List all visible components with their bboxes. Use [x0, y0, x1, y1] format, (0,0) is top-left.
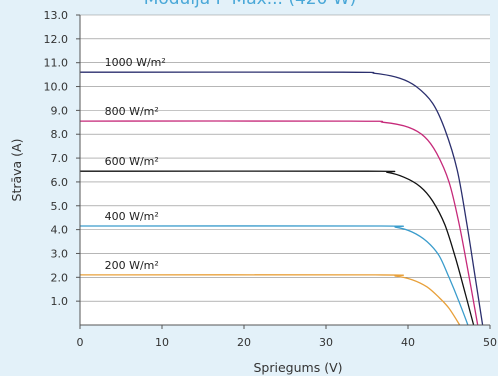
- series-label-2: 600 W/m²: [105, 155, 159, 168]
- y-tick-label: 8.0: [51, 128, 69, 141]
- series-label-0: 1000 W/m²: [105, 56, 166, 69]
- series-labels: 1000 W/m² 800 W/m² 600 W/m² 400 W/m² 200 W/m…: [105, 56, 166, 272]
- y-tick-label: 11.0: [44, 57, 69, 70]
- x-axis-ticks: 0 10 20 30 40 50: [77, 325, 497, 349]
- y-axis-ticks: 1.0 2.0 3.0 4.0 5.0 6.0 7.0 8.0 9.0 10.0 11.0 12.0 1…: [44, 9, 80, 308]
- x-axis-title: Spriegums (V): [254, 360, 343, 375]
- y-axis-title: Strāva (A): [9, 139, 24, 202]
- x-tick-label: 20: [237, 336, 251, 349]
- plot-area: [80, 15, 490, 325]
- series-line-4: [79, 274, 461, 326]
- x-tick-label: 50: [483, 336, 497, 349]
- series-line-0: [79, 71, 484, 326]
- series-line-1: [79, 120, 479, 326]
- x-tick-label: 30: [319, 336, 333, 349]
- x-tick-label: 10: [155, 336, 169, 349]
- x-tick-label: 0: [77, 336, 84, 349]
- y-tick-label: 4.0: [51, 224, 69, 237]
- y-tick-label: 12.0: [44, 33, 69, 46]
- y-tick-label: 7.0: [51, 152, 69, 165]
- y-tick-label: 1.0: [51, 295, 69, 308]
- series-line-2: [79, 170, 475, 326]
- y-tick-label: 2.0: [51, 271, 69, 284]
- gridlines: [80, 14, 490, 302]
- y-tick-label: 9.0: [51, 104, 69, 117]
- series-line-3: [79, 225, 469, 326]
- series-label-1: 800 W/m²: [105, 105, 159, 118]
- series-curves: [79, 71, 484, 326]
- y-tick-label: 6.0: [51, 176, 69, 189]
- chart-title: Modulja P-Max... (420 W): [144, 0, 357, 9]
- y-tick-label: 3.0: [51, 247, 69, 260]
- x-tick-label: 40: [401, 336, 415, 349]
- y-tick-label: 5.0: [51, 200, 69, 213]
- y-tick-label: 10.0: [44, 81, 69, 94]
- series-label-3: 400 W/m²: [105, 210, 159, 223]
- series-label-4: 200 W/m²: [105, 259, 159, 272]
- y-tick-label: 13.0: [44, 9, 69, 22]
